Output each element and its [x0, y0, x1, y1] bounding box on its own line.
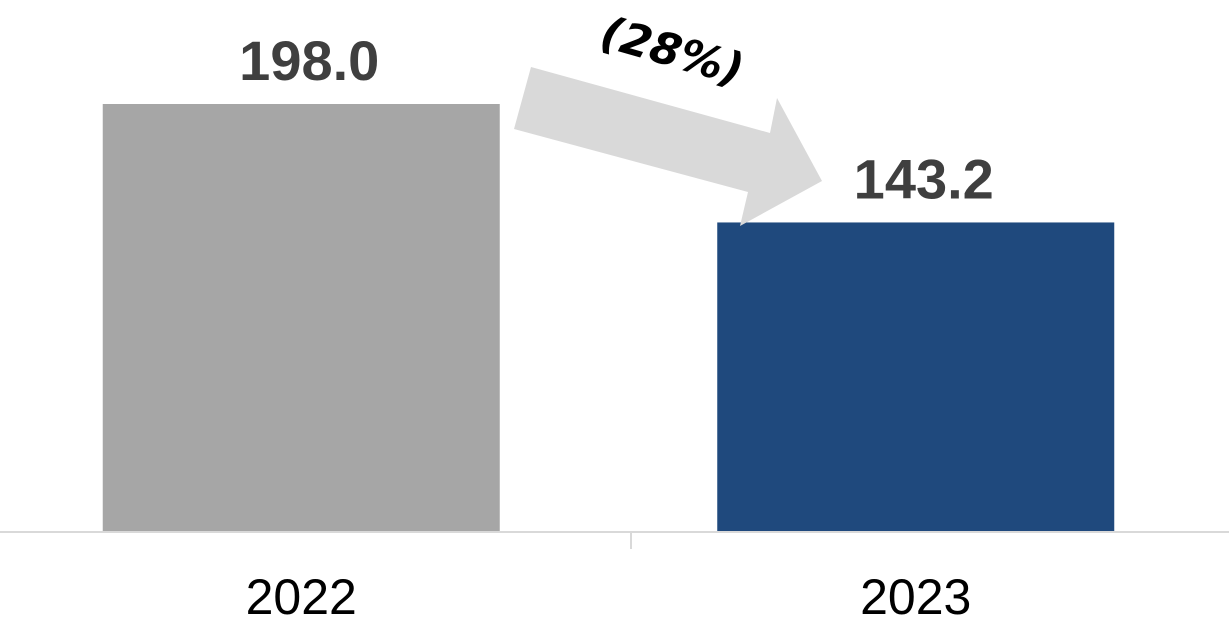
x-tick-label-2022: 2022 — [246, 569, 357, 621]
bar-2022 — [102, 104, 500, 532]
change-label: (28%) — [595, 7, 749, 96]
value-labels-group: 198.0 143.2 — [239, 29, 994, 210]
bar-2023 — [717, 222, 1115, 533]
bars-group — [102, 104, 1115, 533]
value-label-2022: 198.0 — [239, 29, 379, 92]
tick-labels-group: 2022 2023 — [246, 569, 972, 621]
value-label-2023: 143.2 — [854, 147, 994, 210]
x-tick-label-2023: 2023 — [860, 569, 971, 621]
change-arrow — [514, 67, 822, 226]
